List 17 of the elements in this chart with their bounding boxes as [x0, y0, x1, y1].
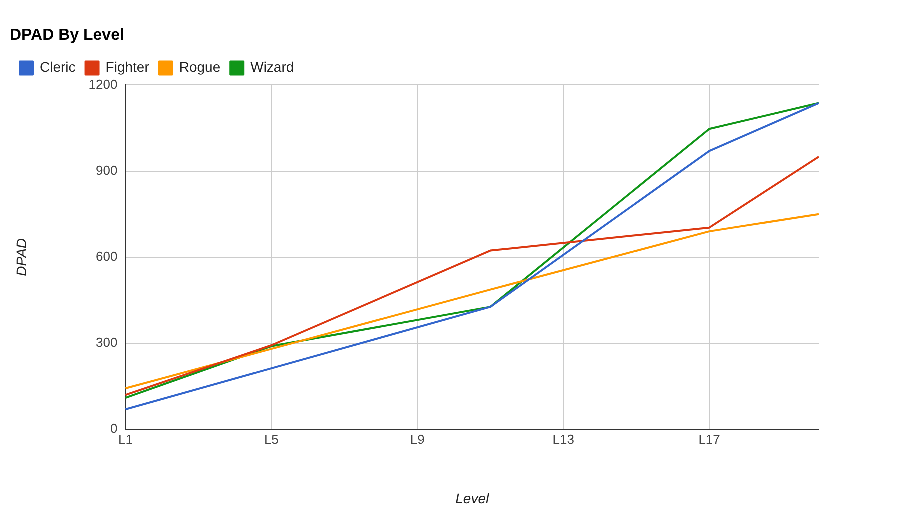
chart-title: DPAD By Level	[10, 27, 124, 44]
x-tick-label: L1	[118, 432, 133, 447]
legend-label: Wizard	[250, 59, 294, 76]
x-tick-label: L5	[264, 432, 279, 447]
y-tick-label: 300	[96, 335, 118, 350]
y-tick-label: 600	[96, 248, 118, 264]
y-tick-label: 900	[96, 162, 118, 178]
y-tick-label: 0	[110, 421, 118, 436]
x-tick-label: L9	[410, 432, 425, 447]
legend-label: Cleric	[40, 59, 76, 76]
legend-label: Rogue	[179, 59, 221, 76]
x-tick-label: L13	[552, 432, 574, 447]
y-tick-label: 1200	[88, 76, 118, 92]
legend-label: Fighter	[106, 59, 150, 76]
y-axis-title: DPAD	[13, 238, 30, 276]
x-axis-title: Level	[456, 490, 490, 506]
x-tick-label: L17	[698, 432, 720, 447]
